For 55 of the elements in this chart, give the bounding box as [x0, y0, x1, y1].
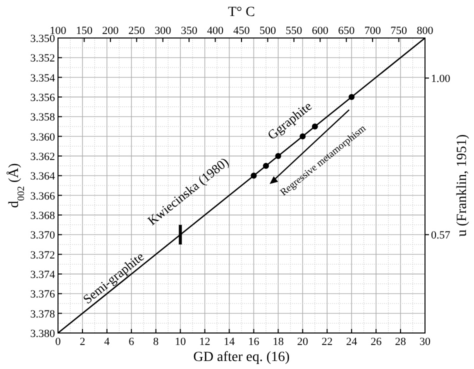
x-tick-label: 30	[420, 336, 431, 348]
y2-tick-label: 1.00	[431, 73, 451, 86]
x-tick-label: 16	[248, 336, 260, 348]
point	[250, 172, 257, 179]
x-tick-label: 20	[297, 336, 309, 348]
x-tick-label: 28	[395, 336, 407, 348]
y-tick-label: 3.356	[30, 92, 56, 104]
x2-tick-label: 150	[76, 25, 93, 37]
y-tick-label: 3.352	[30, 52, 55, 65]
y-tick-label: 3.350	[30, 33, 56, 45]
x2-tick-label: 700	[364, 25, 382, 37]
y-tick-label: 3.380	[30, 328, 56, 340]
point	[262, 162, 269, 169]
y-tick-label: 3.364	[30, 170, 56, 183]
x2-tick-label: 350	[180, 25, 198, 37]
x-tick-label: 2	[80, 336, 86, 348]
y-tick-label: 3.368	[30, 210, 56, 222]
x2-tick-label: 250	[128, 25, 146, 37]
y-tick-label: 3.358	[30, 112, 56, 124]
x2-axis-title: T° C	[228, 5, 255, 20]
y-tick-label: 3.370	[30, 230, 56, 242]
x-tick-label: 22	[322, 336, 333, 348]
point	[348, 94, 355, 100]
x-tick-label: 26	[370, 336, 382, 348]
x-tick-label: 10	[174, 336, 186, 348]
y-tick-label: 3.372	[30, 249, 55, 262]
x2-tick-label: 600	[312, 25, 329, 37]
x2-tick-label: 650	[338, 25, 356, 37]
x2-tick-label: 300	[154, 25, 172, 37]
x-tick-label: 6	[128, 336, 135, 348]
x2-tick-label: 200	[102, 25, 120, 37]
x-tick-label: 8	[153, 336, 160, 348]
x-tick-label: 24	[346, 336, 358, 348]
x-tick-label: 18	[272, 336, 284, 348]
y2-axis-title: u (Franklin, 1951)	[455, 134, 470, 237]
y-tick-label: 3.378	[30, 308, 56, 320]
y-tick-label: 3.360	[30, 131, 56, 144]
y-tick-label: 3.354	[30, 72, 56, 84]
x2-tick-label: 550	[286, 25, 303, 37]
x2-tick-label: 750	[390, 25, 408, 37]
x2-tick-label: 800	[416, 25, 434, 37]
point	[275, 153, 282, 159]
y-tick-label: 3.374	[30, 269, 56, 281]
x2-tick-label: 400	[207, 25, 224, 37]
x2-tick-label: 450	[233, 25, 250, 37]
x2-tick-label: 500	[259, 25, 276, 37]
y2-tick-label: 0.57	[431, 230, 451, 242]
x-axis-title: GD after eq. (16)	[193, 350, 290, 365]
x-tick-label: 0	[55, 336, 62, 348]
x-tick-label: 4	[104, 336, 110, 348]
y-tick-label: 3.366	[30, 190, 56, 202]
y-tick-label: 3.376	[30, 288, 56, 301]
x-tick-label: 12	[199, 336, 210, 348]
y-tick-label: 3.362	[30, 151, 55, 163]
x-tick-label: 14	[224, 336, 236, 348]
